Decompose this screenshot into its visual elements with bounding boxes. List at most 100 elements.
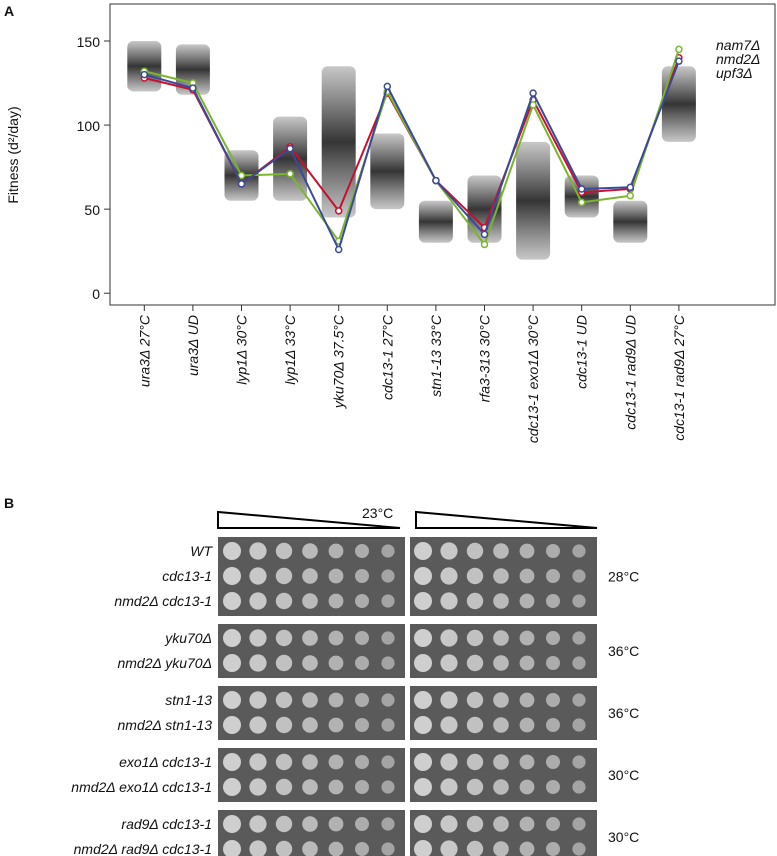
colony-spot (328, 816, 344, 832)
colony-spot (519, 816, 535, 832)
colony-spot (414, 542, 432, 560)
colony-spot (519, 779, 535, 795)
colony-spot (275, 815, 293, 833)
colony-spot (381, 817, 395, 831)
colony-spot (328, 841, 344, 856)
colony-spot (493, 816, 509, 832)
colony-spot (519, 543, 535, 559)
data-point (480, 240, 489, 249)
colony-spot (414, 654, 432, 672)
colony-spot (546, 718, 560, 732)
colony-spot (381, 594, 395, 608)
colony-spot (493, 754, 509, 770)
colony-spot (572, 755, 586, 769)
strain-label: rad9Δ cdc13-1 (121, 816, 212, 832)
data-point (140, 70, 149, 79)
colony-spot (493, 593, 509, 609)
data-point (383, 82, 392, 91)
colony-spot (381, 631, 395, 645)
colony-spot (381, 780, 395, 794)
x-tick-label: lyp1Δ 33°C (282, 314, 298, 385)
dilution-wedge (217, 510, 401, 529)
colony-spot (572, 780, 586, 794)
point-cloud (321, 66, 356, 218)
colony-spot (546, 842, 560, 856)
data-point (577, 198, 586, 207)
colony-spot (546, 544, 560, 558)
x-tick-label: cdc13-1 rad9Δ UD (622, 315, 638, 430)
colony-spot (249, 654, 267, 672)
colony-spot (440, 542, 458, 560)
legend-entry: upf3Δ (716, 65, 753, 81)
colony-spot (414, 753, 432, 771)
series-line (144, 60, 680, 253)
colony-spot (546, 693, 560, 707)
temperature-label: 30°C (608, 829, 639, 845)
y-tick-label: 0 (92, 286, 100, 302)
point-cloud (175, 44, 210, 95)
colony-spot (414, 815, 432, 833)
colony-spot (440, 567, 458, 585)
colony-spot (302, 841, 318, 856)
legend-entry: nam7Δ (716, 37, 760, 53)
strain-label: nmd2Δ stn1-13 (118, 717, 213, 733)
colony-spot (355, 631, 369, 645)
colony-spot (519, 630, 535, 646)
colony-spot (493, 630, 509, 646)
data-point (237, 171, 246, 180)
colony-spot (466, 840, 484, 856)
colony-spot (572, 656, 586, 670)
x-tick-label: cdc13-1 exo1Δ 30°C (525, 314, 541, 443)
colony-spot (546, 817, 560, 831)
colony-spot (414, 592, 432, 610)
colony-spot (302, 655, 318, 671)
colony-spot (275, 592, 293, 610)
colony-spot (493, 568, 509, 584)
colony-spot (381, 544, 395, 558)
y-tick-label: 100 (77, 118, 101, 134)
colony-spot (302, 779, 318, 795)
data-point (626, 183, 635, 192)
colony-spot (275, 567, 293, 585)
colony-spot (381, 755, 395, 769)
colony-spot (223, 567, 241, 585)
colony-spot (355, 656, 369, 670)
colony-spot (355, 544, 369, 558)
data-point (675, 45, 683, 54)
colony-spot (414, 629, 432, 647)
data-point (432, 176, 440, 185)
colony-spot (519, 655, 535, 671)
colony-spot (546, 755, 560, 769)
data-point (529, 101, 537, 109)
colony-spot (466, 753, 484, 771)
colony-spot (572, 718, 586, 732)
colony-spot (466, 592, 484, 610)
point-cloud (273, 116, 308, 201)
point-cloud (661, 66, 696, 142)
colony-spot (466, 815, 484, 833)
x-tick-label: cdc13-1 rad9Δ 27°C (671, 314, 687, 441)
colony-spot (440, 753, 458, 771)
colony-spot (440, 629, 458, 647)
y-tick-label: 150 (77, 34, 101, 50)
colony-spot (249, 778, 267, 796)
strain-label: stn1-13 (165, 692, 212, 708)
point-cloud (516, 141, 551, 260)
colony-spot (519, 568, 535, 584)
colony-spot (381, 718, 395, 732)
colony-spot (249, 716, 267, 734)
colony-spot (519, 692, 535, 708)
colony-spot (249, 629, 267, 647)
colony-spot (328, 692, 344, 708)
strain-label: cdc13-1 (162, 568, 212, 584)
y-axis-label: Fitness (d²/day) (5, 106, 21, 203)
colony-spot (381, 693, 395, 707)
temperature-label: 30°C (608, 767, 639, 783)
colony-spot (440, 716, 458, 734)
colony-spot (414, 840, 432, 856)
point-cloud (370, 133, 405, 210)
colony-spot (223, 716, 241, 734)
data-point (577, 185, 586, 193)
strain-label: nmd2Δ yku70Δ (117, 655, 212, 671)
